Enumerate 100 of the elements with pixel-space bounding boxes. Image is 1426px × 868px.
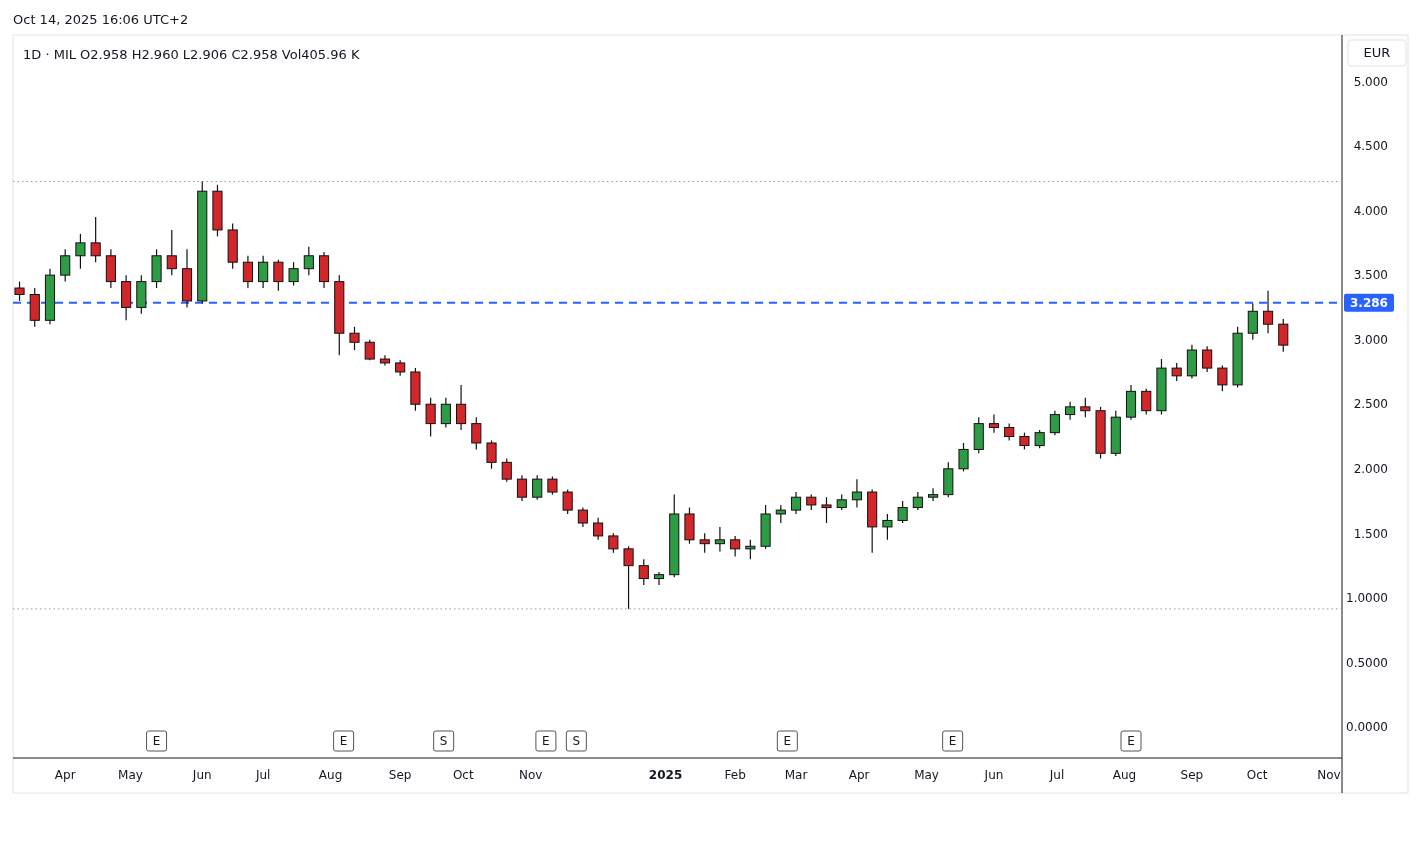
x-tick-label: Mar [784, 768, 808, 782]
y-tick-label: 0.0000 [1346, 720, 1388, 735]
candlestick [882, 513, 893, 541]
candlestick [928, 487, 939, 502]
candlestick [486, 439, 497, 470]
event-icon: E [942, 730, 964, 752]
x-tick-label: Nov [1317, 768, 1341, 782]
candlestick [775, 504, 786, 524]
candlestick [1247, 302, 1258, 341]
candlestick [653, 571, 665, 586]
event-icon: E [535, 730, 557, 752]
x-tick-label: Nov [518, 768, 543, 782]
text: Oct 14, 2025 16:06 UTC+2 [13, 12, 189, 27]
candlestick [745, 539, 756, 560]
candlestick [440, 397, 451, 429]
x-tick-label: Sep [388, 768, 412, 782]
y-tick-label: 1.0000 [1346, 591, 1388, 606]
annotation: E [152, 734, 161, 749]
x-tick-label: Feb [724, 768, 746, 782]
x-tick-label: Apr [848, 768, 870, 782]
text: 1D · MIL O2.958 H2.960 L2.906 C2.958 Vol405.96 K [23, 47, 360, 62]
x-tick-label: Jul [254, 768, 271, 782]
candlestick [547, 475, 558, 496]
y-tick-label: 1.500 [1353, 526, 1388, 541]
candlestick [501, 457, 512, 483]
candlestick [1262, 290, 1274, 334]
candlestick [90, 216, 101, 263]
candlestick [303, 246, 314, 276]
candlestick [1202, 345, 1213, 373]
annotation: E [542, 734, 550, 749]
candlestick [1141, 388, 1152, 416]
event-icon: S [565, 730, 587, 752]
candlestick [425, 397, 436, 438]
candlestick [623, 545, 634, 610]
candlestick [562, 488, 573, 515]
candlestick [1217, 364, 1228, 392]
candlestick [456, 384, 467, 431]
candlestick [577, 506, 588, 528]
x-tick-label: May [914, 768, 939, 782]
candlestick [790, 491, 802, 515]
candlestick [958, 442, 969, 472]
x-tick-label: 2025 [648, 768, 683, 782]
annotation: E [783, 734, 792, 749]
event-icon: E [333, 730, 355, 752]
y-tick-label: 0.5000 [1346, 655, 1388, 670]
x-tick-label: Apr [54, 768, 76, 782]
x-tick-label: Sep [1180, 768, 1204, 782]
candlestick [851, 478, 863, 509]
x-tick-label: Aug [318, 768, 343, 782]
event-icon: S [433, 730, 455, 752]
candlestick [288, 261, 299, 287]
x-tick-label: Aug [1112, 768, 1137, 782]
event-icon: E [1120, 730, 1142, 752]
candlestick [166, 229, 177, 276]
y-tick-label: 2.000 [1353, 462, 1388, 476]
candlestick [60, 248, 71, 283]
y-tick-label: 5.000 [1353, 74, 1388, 89]
candlestick [821, 496, 832, 524]
event-icon: E [776, 730, 798, 752]
x-tick-label: Oct [1246, 768, 1268, 782]
x-tick-label: Jun [983, 768, 1004, 782]
candlestick [75, 233, 86, 270]
annotation: S [572, 734, 581, 749]
candlestick [273, 259, 284, 292]
candlestick [1049, 410, 1060, 436]
candlestick [1065, 401, 1076, 421]
candlestick [730, 535, 741, 558]
candlestick [242, 255, 253, 289]
ref-line-label: 3.286 [1350, 295, 1388, 310]
candlestick [1171, 362, 1182, 382]
event-icon: E [146, 730, 168, 752]
y-axis-title: EUR [1363, 45, 1391, 60]
candlestick [1278, 318, 1289, 353]
y-tick-label: 2.500 [1353, 397, 1388, 412]
candlestick [912, 491, 923, 511]
candlestick [258, 255, 269, 289]
candlestick [14, 280, 25, 302]
candlestick [699, 532, 710, 554]
x-tick-label: May [118, 768, 143, 782]
candlestick [1080, 397, 1091, 418]
candlestick [608, 532, 619, 554]
candlestick [516, 474, 528, 502]
annotation: S [439, 734, 448, 749]
x-tick-label: Jul [1048, 768, 1065, 782]
x-tick-label: Jun [191, 768, 212, 782]
candlestick [988, 413, 1000, 434]
y-tick-label: 3.000 [1353, 332, 1388, 347]
candlestick [897, 500, 908, 524]
candlestick [1034, 429, 1045, 449]
annotation: E [1127, 734, 1135, 749]
candlestick [638, 558, 649, 586]
annotation: E [948, 734, 957, 749]
y-tick-label: 4.000 [1353, 203, 1388, 218]
candlestick [714, 526, 725, 553]
candlestick [471, 416, 482, 451]
annotation: E [339, 734, 348, 749]
candlestick [349, 326, 360, 351]
x-tick-label: Oct [452, 768, 474, 782]
candlestick [593, 517, 604, 541]
y-tick-label: 3.500 [1353, 268, 1388, 283]
